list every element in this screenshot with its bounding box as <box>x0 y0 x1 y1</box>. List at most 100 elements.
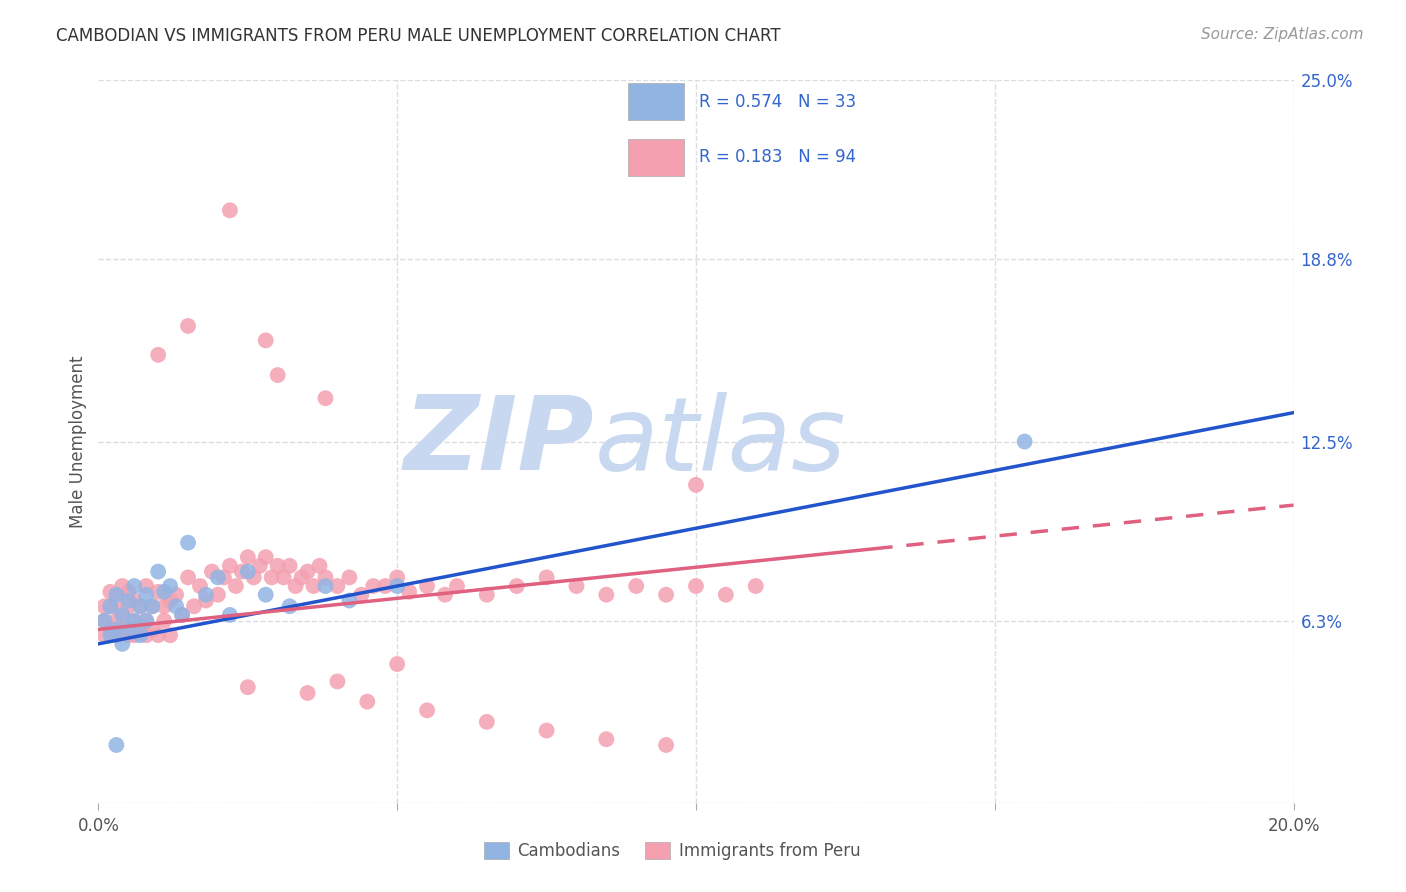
Point <box>135 614 157 628</box>
Text: CAMBODIAN VS IMMIGRANTS FROM PERU MALE UNEMPLOYMENT CORRELATION CHART: CAMBODIAN VS IMMIGRANTS FROM PERU MALE U… <box>56 27 780 45</box>
Point <box>105 614 128 628</box>
Point <box>315 570 337 584</box>
Point <box>398 584 420 599</box>
Point <box>93 614 115 628</box>
Point <box>236 550 259 565</box>
Point <box>278 558 301 573</box>
Point <box>714 588 737 602</box>
Point <box>124 593 146 607</box>
Point <box>278 599 301 614</box>
Point <box>165 599 187 614</box>
Point <box>315 579 337 593</box>
Point <box>446 579 468 593</box>
Point <box>595 732 617 747</box>
Point <box>105 628 128 642</box>
Point <box>385 657 409 671</box>
Legend: Cambodians, Immigrants from Peru: Cambodians, Immigrants from Peru <box>477 835 868 867</box>
Point <box>195 588 218 602</box>
Point <box>117 599 139 614</box>
Point <box>339 593 361 607</box>
Point <box>273 570 295 584</box>
Point <box>124 579 146 593</box>
Point <box>254 334 277 348</box>
Point <box>111 607 134 622</box>
Point <box>172 607 194 622</box>
Point <box>159 579 181 593</box>
Point <box>339 570 361 584</box>
Point <box>385 570 409 584</box>
Text: ZIP: ZIP <box>404 391 595 492</box>
Point <box>207 588 229 602</box>
Point <box>655 738 678 752</box>
Point <box>291 570 314 584</box>
Point <box>260 570 283 584</box>
Point <box>111 579 134 593</box>
Point <box>188 579 211 593</box>
Point <box>124 628 146 642</box>
Point <box>506 579 529 593</box>
Point <box>141 623 163 637</box>
Point <box>219 203 242 218</box>
Point <box>326 674 349 689</box>
Point <box>267 368 290 382</box>
Point <box>105 623 128 637</box>
Point <box>124 614 146 628</box>
Point <box>98 628 122 642</box>
Point <box>231 565 253 579</box>
Point <box>141 599 163 614</box>
Point <box>326 579 349 593</box>
Bar <box>628 83 683 120</box>
Point <box>165 588 187 602</box>
Point <box>129 623 152 637</box>
Point <box>434 588 457 602</box>
Point <box>177 570 200 584</box>
Point <box>129 628 152 642</box>
Point <box>207 570 229 584</box>
Point <box>124 614 146 628</box>
Point <box>98 623 122 637</box>
Point <box>105 738 128 752</box>
Point <box>685 579 707 593</box>
Point <box>536 570 558 584</box>
Point <box>249 558 271 573</box>
Point <box>315 391 337 405</box>
Point <box>129 599 152 614</box>
Point <box>219 607 242 622</box>
Point <box>536 723 558 738</box>
Point <box>236 565 259 579</box>
Point <box>350 588 373 602</box>
Point <box>416 579 439 593</box>
Point <box>363 579 385 593</box>
Point <box>153 584 176 599</box>
Point <box>219 558 242 573</box>
Point <box>93 614 115 628</box>
Text: R = 0.183   N = 94: R = 0.183 N = 94 <box>699 148 856 166</box>
Point <box>135 588 157 602</box>
Point <box>212 570 235 584</box>
Point <box>308 558 330 573</box>
Point <box>111 623 134 637</box>
Point <box>177 318 200 333</box>
Bar <box>628 138 683 176</box>
Point <box>201 565 224 579</box>
Point <box>374 579 396 593</box>
Point <box>225 579 247 593</box>
Point <box>105 593 128 607</box>
Text: Source: ZipAtlas.com: Source: ZipAtlas.com <box>1201 27 1364 42</box>
Point <box>1014 434 1036 449</box>
Point <box>183 599 205 614</box>
Point <box>148 628 170 642</box>
Point <box>626 579 648 593</box>
Point <box>98 584 122 599</box>
Point <box>254 588 277 602</box>
Point <box>356 695 378 709</box>
Point <box>93 599 115 614</box>
Point <box>284 579 307 593</box>
Point <box>153 614 176 628</box>
Point <box>595 588 617 602</box>
Point <box>302 579 325 593</box>
Text: atlas: atlas <box>595 392 846 491</box>
Point <box>98 599 122 614</box>
Point <box>148 584 170 599</box>
Point <box>105 628 128 642</box>
